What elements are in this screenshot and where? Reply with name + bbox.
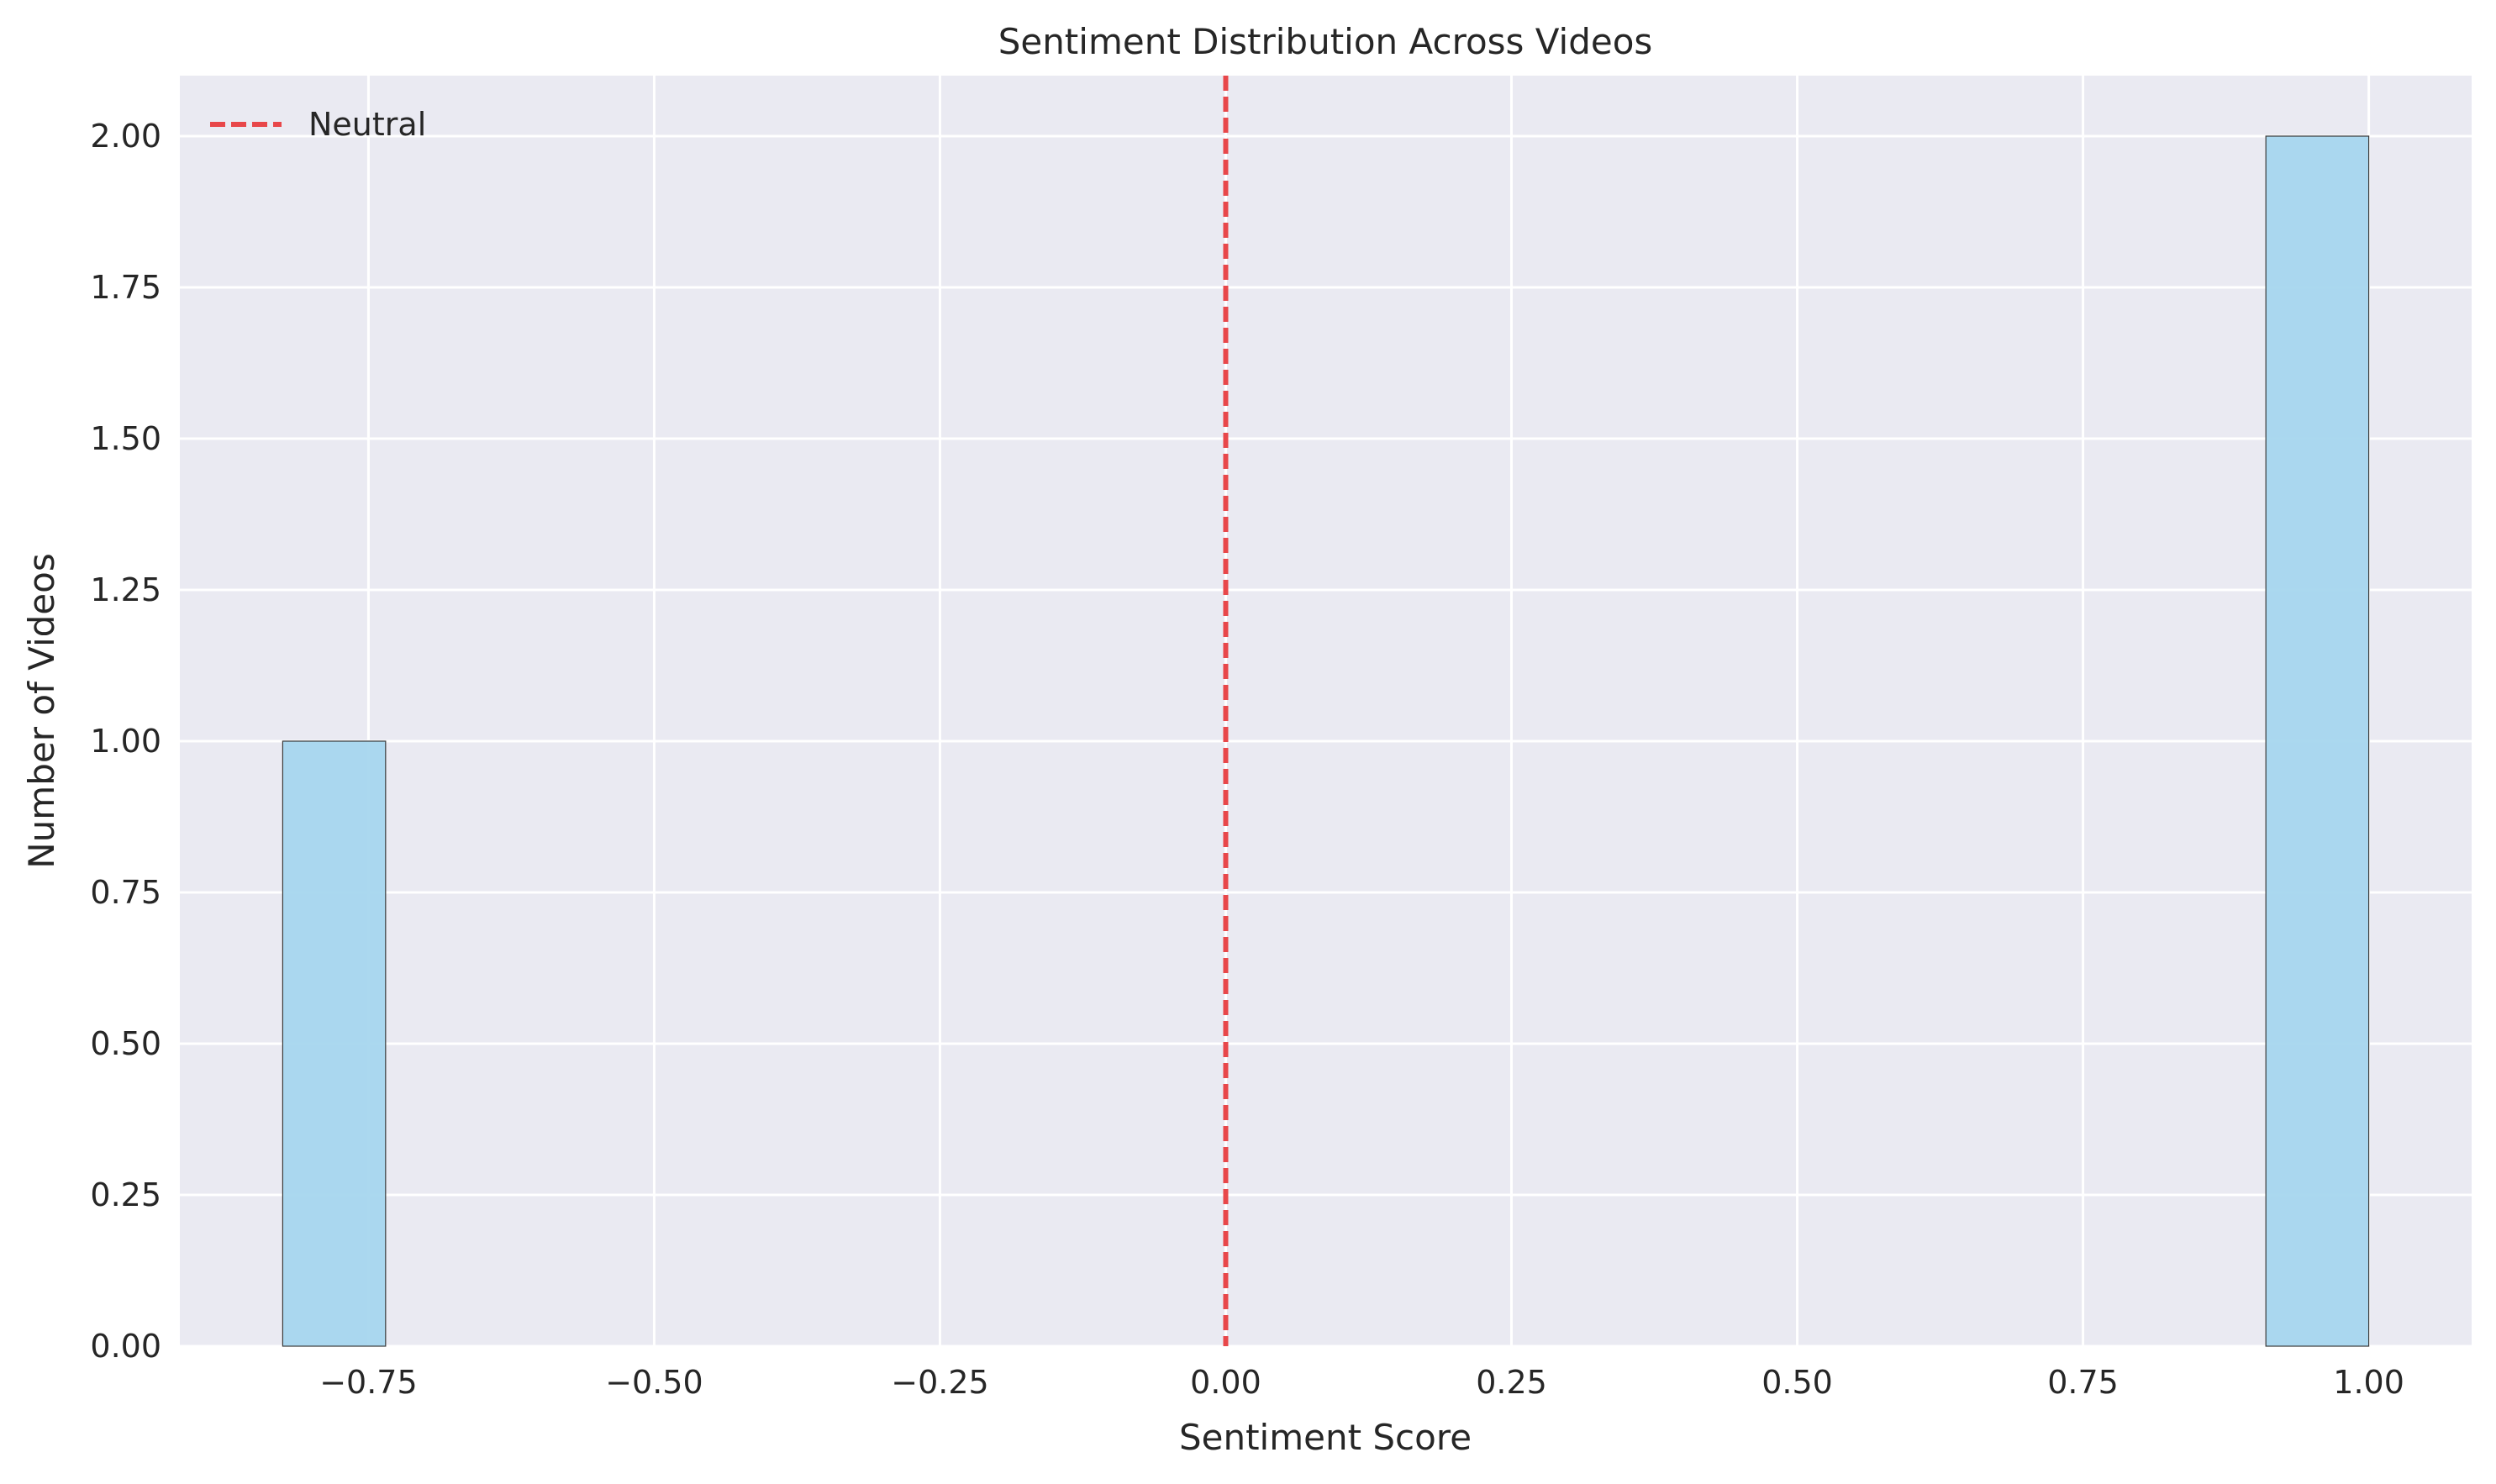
- y-tick-label: 0.00: [90, 1328, 161, 1365]
- y-tick-label: 0.50: [90, 1025, 161, 1062]
- y-tick-label: 1.00: [90, 723, 161, 760]
- y-tick-label: 1.50: [90, 420, 161, 457]
- histogram-bars: [282, 135, 2370, 1347]
- x-tick-label: 0.00: [1190, 1364, 1261, 1401]
- x-tick-label: 0.50: [1761, 1364, 1833, 1401]
- legend-neutral-label: Neutral: [308, 106, 426, 143]
- grid-lines: [180, 76, 2472, 1348]
- x-axis-ticks: −0.75 −0.50 −0.25 0.00 0.25 0.50 0.75 1.00: [319, 1364, 2404, 1401]
- y-tick-label: 1.75: [90, 269, 161, 306]
- legend: Neutral: [210, 106, 426, 143]
- y-tick-label: 0.75: [90, 874, 161, 911]
- y-tick-label: 0.25: [90, 1176, 161, 1213]
- x-axis-label: Sentiment Score: [1179, 1417, 1472, 1458]
- y-tick-label: 2.00: [90, 118, 161, 155]
- histogram-bar: [2265, 135, 2370, 1347]
- histogram-bar: [282, 740, 387, 1347]
- y-axis-ticks: 0.00 0.25 0.50 0.75 1.00 1.25 1.50 1.75 2.00: [90, 118, 161, 1365]
- plot-area: [180, 76, 2472, 1346]
- x-tick-label: −0.25: [891, 1364, 988, 1401]
- y-axis-label: Number of Videos: [21, 553, 62, 868]
- y-tick-label: 1.25: [90, 571, 161, 608]
- x-tick-label: 0.25: [1476, 1364, 1547, 1401]
- x-tick-label: −0.75: [319, 1364, 417, 1401]
- chart-title: Sentiment Distribution Across Videos: [998, 21, 1653, 62]
- x-tick-label: 0.75: [2047, 1364, 2119, 1401]
- x-tick-label: 1.00: [2333, 1364, 2404, 1401]
- x-tick-label: −0.50: [605, 1364, 703, 1401]
